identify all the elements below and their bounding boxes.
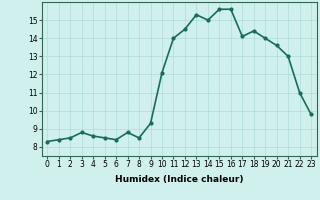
X-axis label: Humidex (Indice chaleur): Humidex (Indice chaleur) xyxy=(115,175,244,184)
